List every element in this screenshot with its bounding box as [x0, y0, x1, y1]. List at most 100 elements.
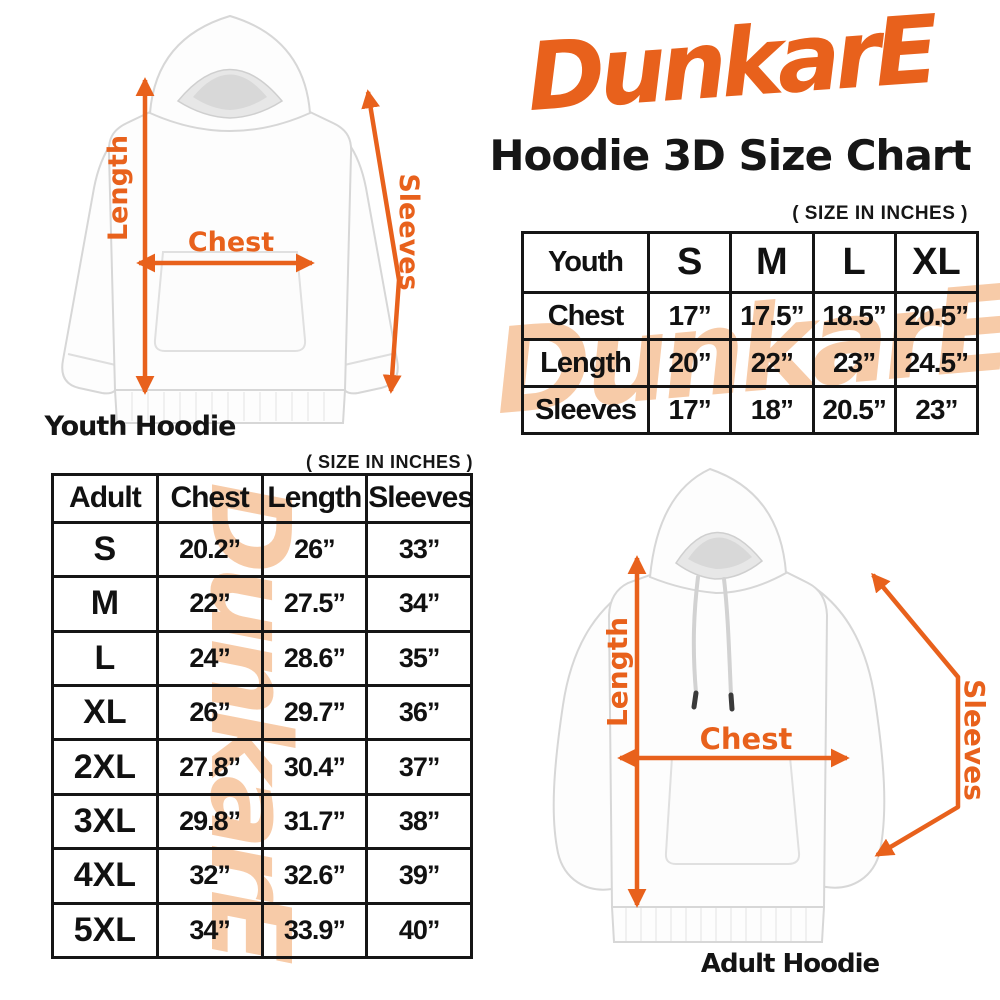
size-value: 28.6” — [260, 629, 369, 688]
page-title: Hoodie 3D Size Chart — [489, 131, 971, 180]
size-value: 20.5” — [893, 291, 980, 342]
youth-hoodie-diagram: Length Chest Sleeves — [0, 0, 460, 450]
size-value: 22” — [729, 338, 815, 388]
youth-sleeves-arrow — [361, 89, 402, 394]
size-value: 33.9” — [260, 901, 369, 960]
adult-sleeves-arrow — [871, 572, 961, 857]
adult-size-note: ( SIZE IN INCHES ) — [305, 452, 473, 472]
size-value: 30.4” — [260, 738, 369, 796]
table-row: Sleeves 17” 18” 20.5” 23” — [521, 385, 980, 435]
youth-hoodie-illustration: Length Chest Sleeves — [61, 14, 424, 424]
size-value: 31.7” — [260, 792, 369, 851]
adult-size-table: Adult Chest Length Sleeves S 20.2” 26” 3… — [51, 473, 474, 960]
drawstring-right — [722, 577, 733, 697]
size-value: 26” — [155, 684, 264, 742]
col-header: M — [729, 230, 815, 295]
size-value: 35” — [365, 629, 473, 688]
youth-size-table: Youth S M L XL Chest 17” 17.5” 18.5” 20.… — [521, 230, 980, 435]
col-header: Youth — [521, 230, 650, 295]
table-row: Length 20” 22” 23” 24.5” — [521, 338, 980, 388]
size-value: 36” — [365, 684, 473, 742]
table-row: L 24” 28.6” 35” — [51, 629, 473, 688]
row-label: 3XL — [51, 792, 159, 851]
cuff-seam-left — [67, 353, 121, 367]
size-value: 34” — [155, 901, 264, 960]
row-label: Length — [521, 338, 650, 388]
hem-ribs — [131, 392, 325, 421]
row-label: S — [51, 520, 159, 579]
size-value: 26” — [260, 520, 369, 579]
table-row: 5XL 34” 33.9” 40” — [51, 901, 473, 960]
size-value: 38” — [365, 792, 473, 851]
youth-chest-label: Chest — [188, 227, 274, 258]
col-header: Sleeves — [365, 473, 474, 524]
adult-length-label: Length — [601, 617, 634, 727]
hood-inner-shadow — [688, 537, 752, 569]
row-label: 2XL — [51, 738, 159, 796]
size-value: 22” — [155, 575, 264, 633]
hem-band — [113, 389, 347, 424]
table-row: 3XL 29.8” 31.7” 38” — [51, 792, 473, 851]
youth-hoodie-shape — [61, 14, 399, 424]
adult-hoodie-illustration: Length Chest Sleeves — [552, 467, 991, 943]
youth-measure-arrows: Length Chest Sleeves — [103, 77, 424, 395]
row-label: Chest — [521, 291, 650, 342]
size-value: 33” — [365, 520, 473, 579]
table-row: Chest 17” 17.5” 18.5” 20.5” — [521, 291, 980, 342]
row-label: Sleeves — [521, 385, 650, 435]
size-value: 18” — [729, 385, 815, 435]
table-row: Adult Chest Length Sleeves — [51, 473, 474, 524]
table-row: XL 26” 29.7” 36” — [51, 684, 473, 742]
table-row: 2XL 27.8” 30.4” 37” — [51, 738, 473, 796]
size-value: 20” — [646, 338, 733, 388]
table-row: S 20.2” 26” 33” — [51, 520, 473, 579]
kangaroo-pocket — [664, 756, 801, 865]
size-value: 23” — [811, 338, 897, 388]
size-value: 20.2” — [155, 520, 264, 579]
drawstring-right-tip — [728, 692, 735, 712]
row-label: L — [51, 629, 159, 688]
size-value: 27.5” — [260, 575, 369, 633]
table-row: 4XL 32” 32.6” 39” — [51, 847, 473, 905]
youth-length-label: Length — [103, 135, 134, 241]
table-row: M 22” 27.5” 34” — [51, 575, 473, 633]
size-value: 17.5” — [729, 291, 815, 342]
size-value: 32” — [155, 847, 264, 905]
size-value: 32.6” — [260, 847, 369, 905]
size-value: 20.5” — [811, 385, 897, 435]
adult-hoodie-diagram: Length Chest Sleeves — [490, 455, 1000, 980]
col-header: L — [811, 230, 897, 295]
drawstring-left-tip — [691, 690, 699, 710]
col-header: Adult — [51, 473, 159, 524]
row-label: 5XL — [51, 901, 159, 960]
adult-hoodie-shape — [552, 467, 886, 943]
size-value: 37” — [365, 738, 473, 796]
adult-measure-arrows: Length Chest Sleeves — [601, 555, 991, 908]
row-label: M — [51, 575, 159, 633]
brand-logo: DunkarE — [523, 0, 937, 133]
size-value: 34” — [365, 575, 473, 633]
size-value: 17” — [646, 385, 733, 435]
adult-hoodie-caption: Adult Hoodie — [700, 949, 880, 979]
size-value: 40” — [365, 901, 473, 960]
kangaroo-pocket — [153, 251, 307, 352]
youth-sleeves-label: Sleeves — [393, 173, 424, 290]
drawstring-left — [691, 575, 700, 695]
size-value: 18.5” — [811, 291, 897, 342]
youth-hoodie-caption: Youth Hoodie — [44, 411, 237, 442]
youth-size-note: ( SIZE IN INCHES ) — [792, 203, 968, 224]
col-header: Length — [260, 473, 369, 524]
table-row: Youth S M L XL — [521, 230, 980, 295]
col-header: Chest — [155, 473, 264, 524]
row-label: XL — [51, 684, 159, 742]
hem-band — [610, 906, 826, 943]
size-value: 24.5” — [893, 338, 980, 388]
adult-sleeves-label: Sleeves — [958, 679, 991, 801]
size-value: 29.8” — [155, 792, 264, 851]
size-value: 27.8” — [155, 738, 264, 796]
size-value: 39” — [365, 847, 473, 905]
col-header: XL — [893, 230, 980, 295]
hood-inner-shadow — [193, 74, 267, 110]
col-header: S — [646, 230, 733, 295]
